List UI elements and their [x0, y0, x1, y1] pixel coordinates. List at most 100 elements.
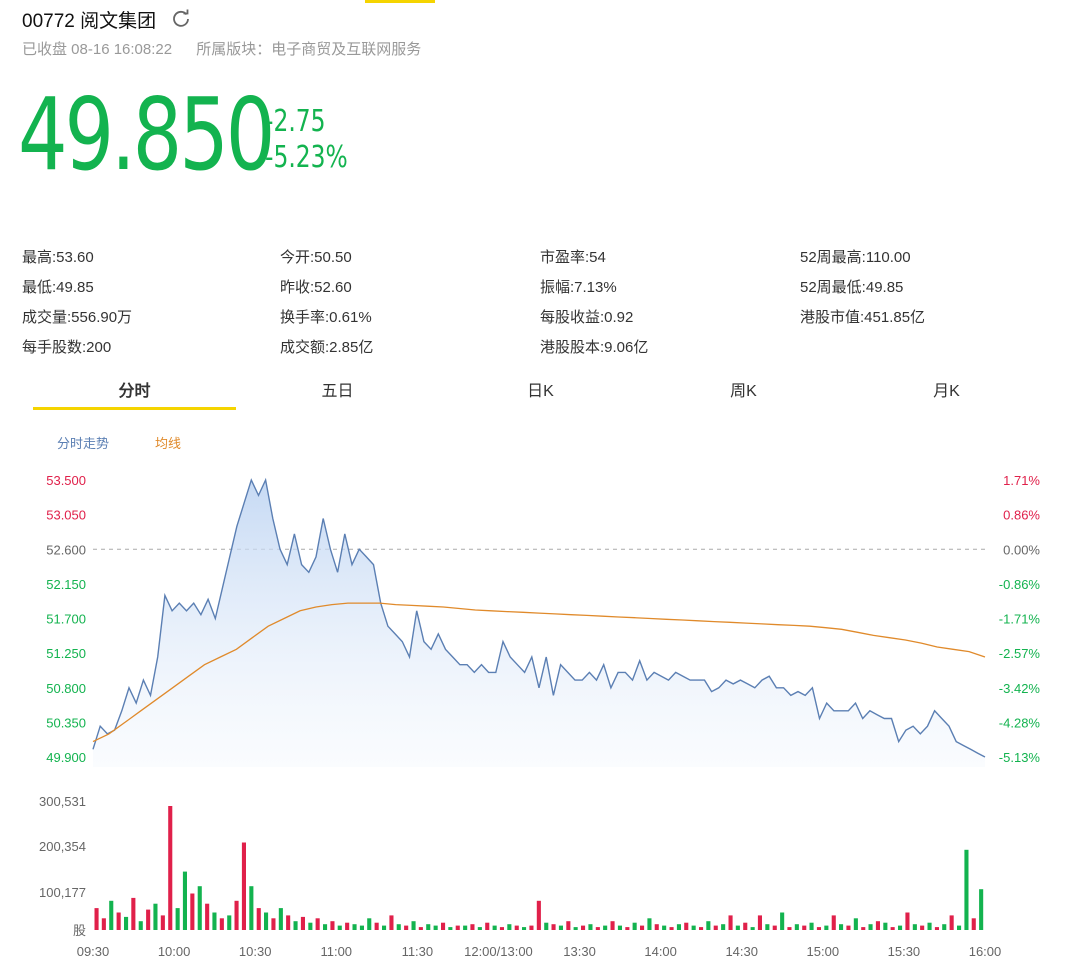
- volume-bar: [809, 922, 814, 930]
- volume-bar: [853, 918, 858, 930]
- volume-bar: [138, 921, 143, 930]
- volume-bar: [308, 922, 313, 930]
- tab-five-day[interactable]: 五日: [321, 383, 354, 400]
- volume-bar: [721, 924, 726, 930]
- volume-bar: [934, 927, 939, 930]
- y-tick-label: 49.900: [46, 750, 86, 765]
- volume-bar: [544, 922, 549, 930]
- change-amount: -2.75: [265, 104, 326, 139]
- pct-tick-label: -2.57%: [999, 646, 1041, 661]
- x-tick-label: 12:00/13:00: [464, 944, 533, 959]
- x-tick-label: 16:00: [969, 944, 1002, 959]
- volume-bar: [765, 924, 770, 930]
- stat-amplitude: 振幅:7.13%: [540, 279, 617, 296]
- volume-bar: [802, 925, 807, 930]
- x-tick-label: 09:30: [77, 944, 110, 959]
- volume-bar: [558, 925, 563, 930]
- market-status: 已收盘 08-16 16:08:22: [22, 41, 173, 58]
- volume-bar: [367, 918, 372, 930]
- x-tick-label: 13:30: [563, 944, 596, 959]
- volume-bar: [146, 909, 151, 930]
- volume-bar: [411, 921, 416, 930]
- volume-bar: [124, 916, 129, 930]
- price-line: [92, 477, 986, 758]
- volume-bar: [824, 925, 829, 930]
- tab-intraday[interactable]: 分时: [33, 378, 236, 410]
- stock-title: 00772 阅文集团: [22, 10, 157, 32]
- volume-bar: [654, 924, 659, 930]
- volume-bar: [816, 927, 821, 930]
- volume-bar: [890, 927, 895, 930]
- volume-bar: [249, 886, 254, 930]
- pct-tick-label: 0.00%: [1003, 542, 1040, 557]
- volume-bar: [323, 924, 328, 930]
- volume-bar: [551, 924, 556, 930]
- volume-bar: [728, 915, 733, 930]
- volume-bar: [595, 927, 600, 930]
- volume-bar: [182, 871, 187, 930]
- volume-bar: [470, 924, 475, 930]
- volume-bar: [337, 925, 342, 930]
- change-percent: -5.23%: [265, 140, 348, 175]
- volume-bar: [905, 912, 910, 930]
- volume-bar: [632, 922, 637, 930]
- volume-bar: [610, 921, 615, 930]
- pct-tick-label: -0.86%: [999, 577, 1041, 592]
- volume-bar: [706, 921, 711, 930]
- volume-bar: [160, 915, 165, 930]
- volume-bar: [197, 886, 202, 930]
- pct-tick-label: -5.13%: [999, 750, 1041, 765]
- chart-tabs: 分时 五日 日K 周K 月K: [33, 378, 1053, 410]
- tab-weekly-k[interactable]: 周K: [730, 383, 757, 400]
- y-tick-label: 52.150: [46, 577, 86, 592]
- volume-bar: [979, 889, 984, 930]
- volume-bar: [382, 925, 387, 930]
- volume-bar: [300, 916, 305, 930]
- volume-bar: [743, 922, 748, 930]
- volume-bar: [617, 925, 622, 930]
- stats-row: 每手股数:200 成交额:2.85亿 港股股本:9.06亿: [22, 336, 1062, 366]
- pct-tick-label: 0.86%: [1003, 508, 1040, 523]
- volume-bar: [396, 924, 401, 930]
- volume-bar: [536, 900, 541, 930]
- price-area: [93, 480, 985, 767]
- current-price: 49.850: [18, 76, 275, 193]
- volume-bar: [168, 806, 173, 930]
- stat-high: 最高:53.60: [22, 249, 94, 266]
- volume-bar: [404, 925, 409, 930]
- volume-bar: [794, 924, 799, 930]
- volume-bar: [241, 842, 246, 930]
- y-tick-label: 53.050: [46, 508, 86, 523]
- volume-bar: [529, 925, 534, 930]
- volume-bar: [757, 915, 762, 930]
- x-tick-label: 15:30: [888, 944, 921, 959]
- volume-bar: [713, 925, 718, 930]
- volume-bar: [875, 921, 880, 930]
- volume-bar: [418, 927, 423, 930]
- volume-bar: [293, 921, 298, 930]
- volume-bar: [389, 915, 394, 930]
- volume-bar: [971, 918, 976, 930]
- stats-grid: 最高:53.60 今开:50.50 市盈率:54 52周最高:110.00 最低…: [22, 246, 1062, 366]
- y-tick-label: 53.500: [46, 473, 86, 488]
- tab-monthly-k[interactable]: 月K: [933, 383, 960, 400]
- volume-bar: [846, 925, 851, 930]
- volume-bar: [647, 918, 652, 930]
- volume-bar: [772, 925, 777, 930]
- vol-tick-label: 200,354: [39, 839, 86, 854]
- volume-bar: [153, 903, 158, 930]
- stat-prev-close: 昨收:52.60: [280, 279, 352, 296]
- avg-line: [92, 602, 986, 743]
- x-tick-label: 10:30: [239, 944, 272, 959]
- volume-bar: [949, 915, 954, 930]
- volume-bar: [352, 924, 357, 930]
- pct-tick-label: -1.71%: [999, 612, 1041, 627]
- pct-tick-label: -4.28%: [999, 715, 1041, 730]
- volume-bar: [566, 921, 571, 930]
- volume-bar: [499, 927, 504, 930]
- volume-bar: [603, 925, 608, 930]
- volume-bar: [94, 908, 99, 930]
- volume-bar: [507, 924, 512, 930]
- tab-daily-k[interactable]: 日K: [527, 383, 554, 400]
- refresh-icon[interactable]: [170, 8, 192, 30]
